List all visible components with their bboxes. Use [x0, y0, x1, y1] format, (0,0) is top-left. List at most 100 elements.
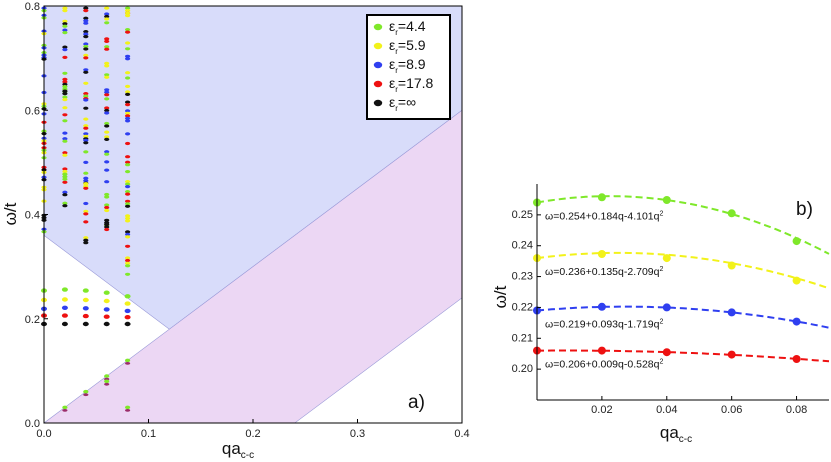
mode-dot — [104, 6, 110, 10]
mode-dot — [125, 180, 131, 184]
mode-dot — [104, 88, 110, 92]
mode-dot — [104, 14, 110, 19]
mode-dot — [125, 216, 131, 220]
lower-branch-dot — [62, 409, 68, 412]
mode-dot — [125, 244, 131, 248]
mode-dot — [62, 177, 68, 181]
lower-branch-dot — [125, 358, 131, 363]
fit-equation-label: ω=0.254+0.184q-4.101q2 — [545, 211, 663, 223]
mode-dot — [104, 208, 110, 213]
mode-dot — [83, 132, 89, 136]
lower-branch-dot — [125, 405, 131, 410]
plasmon-point — [124, 308, 131, 314]
panel-a-label: a) — [408, 392, 425, 413]
lower-branch-dot — [104, 374, 110, 378]
data-point — [727, 261, 736, 270]
mode-dot — [83, 30, 89, 34]
mode-dot — [125, 30, 131, 34]
mode-dot — [62, 169, 68, 174]
panel-a-x-axis-label: qac-c — [222, 439, 254, 461]
mode-dot — [83, 92, 89, 96]
legend-entry-label: εr=8.9 — [389, 56, 426, 75]
mode-dot — [125, 103, 131, 107]
mode-dot — [62, 24, 68, 28]
fit-curve — [536, 305, 830, 329]
mode-dot — [125, 199, 131, 203]
mode-dot — [104, 203, 110, 207]
plasmon-point — [124, 315, 131, 320]
mode-dot — [83, 238, 89, 242]
mode-dot — [104, 180, 110, 184]
mode-dot — [125, 54, 131, 58]
fit-equation-label: ω=0.206+0.009q-0.528q2 — [545, 359, 663, 371]
mode-dot — [83, 9, 89, 13]
plasmon-point — [61, 287, 68, 292]
mode-dot — [62, 92, 68, 96]
mode-dot — [104, 150, 110, 154]
lower-branch-dot — [125, 409, 131, 412]
mode-dot — [104, 205, 110, 210]
panel-b-y-ticks: 0.20 0.21 0.22 0.23 0.24 0.25 — [512, 209, 541, 375]
mode-dot — [83, 106, 89, 110]
panel-b-fit-labels: ω=0.254+0.184q-4.101q2 ω=0.236+0.135q-2.7… — [545, 211, 663, 371]
y-tick-label: 0.24 — [512, 240, 533, 252]
mode-dot — [62, 30, 68, 35]
mode-dot — [83, 209, 89, 213]
mode-dot — [83, 141, 89, 145]
mode-dot — [125, 57, 131, 61]
data-point — [597, 250, 606, 258]
data-point — [597, 302, 606, 311]
mode-dot — [125, 163, 131, 167]
mode-dot — [83, 70, 89, 74]
lower-branch-dot — [83, 393, 89, 397]
mode-dot — [62, 45, 68, 49]
mode-dot — [104, 195, 110, 199]
panel-b-points — [533, 193, 801, 363]
x-tick-label: 0.1 — [141, 428, 156, 440]
plasmon-point — [103, 321, 110, 327]
legend-entry-label: εr=17.8 — [389, 75, 434, 94]
plasmon-point — [61, 321, 68, 327]
mode-dot — [62, 193, 68, 197]
mode-dot — [104, 160, 110, 164]
legend-marker — [373, 99, 383, 107]
mode-dot — [125, 219, 131, 223]
y-tick-label: 0.2 — [25, 314, 40, 326]
mode-dot — [125, 114, 131, 118]
mode-dot — [83, 117, 89, 121]
plasmon-point — [61, 297, 68, 302]
mode-dot — [83, 201, 89, 206]
panel-b-curves — [536, 195, 830, 363]
mode-dot — [125, 204, 131, 208]
mode-dot — [104, 93, 110, 97]
mode-dot — [62, 98, 68, 102]
mode-dot — [104, 130, 110, 134]
mode-dot — [125, 111, 131, 115]
fit-equation-label: ω=0.236+0.135q-2.709q2 — [545, 266, 663, 278]
mode-dot — [125, 190, 131, 194]
data-point — [662, 196, 671, 204]
plasmon-point — [124, 294, 131, 299]
legend-entry-label: εr=5.9 — [389, 37, 426, 56]
panel-a-x-ticks: 0.0 0.1 0.2 0.3 0.4 — [36, 419, 470, 440]
mode-dot — [83, 124, 89, 128]
mode-dot — [83, 68, 89, 72]
data-point — [792, 237, 801, 246]
mode-dot — [104, 121, 110, 126]
mode-dot — [83, 176, 89, 180]
mode-dot — [125, 6, 131, 10]
plasmon-point — [124, 321, 131, 327]
data-point — [597, 346, 606, 355]
legend-marker — [373, 42, 383, 50]
mode-dot — [125, 264, 131, 268]
mode-dot — [62, 6, 68, 10]
data-point — [792, 276, 801, 285]
mode-dot — [125, 258, 131, 263]
mode-dot — [62, 139, 68, 143]
panel-b: 0.02 0.04 0.06 0.08 0.200.210.220.230.240.2… — [491, 184, 830, 445]
mode-dot — [125, 119, 131, 123]
mode-dot — [104, 75, 110, 79]
mode-dot — [104, 37, 110, 41]
panel-b-x-ticks: 0.02 0.04 0.06 0.08 — [591, 396, 807, 416]
mode-dot — [83, 236, 89, 240]
